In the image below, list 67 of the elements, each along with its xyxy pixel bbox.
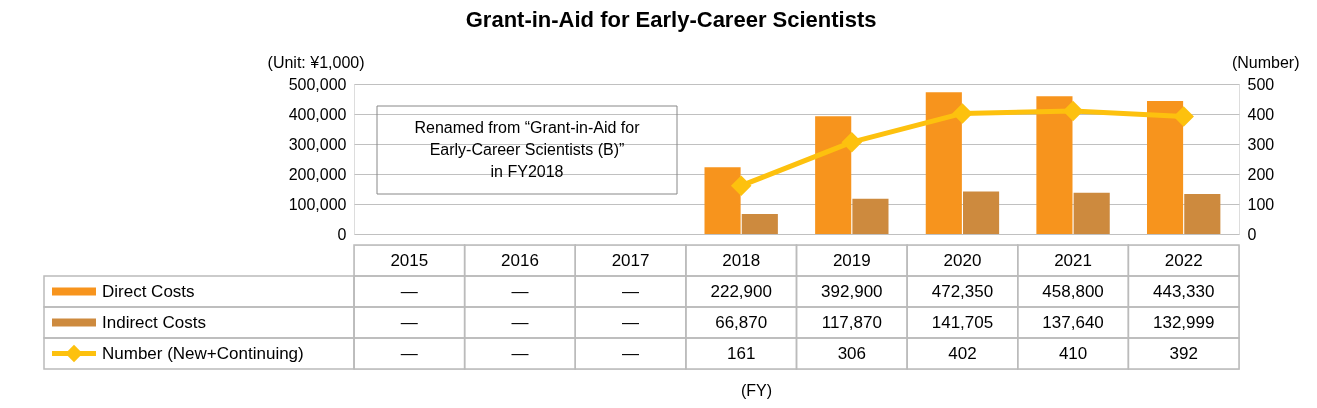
- bar: [963, 191, 1000, 234]
- bar: [1184, 194, 1221, 234]
- text: —: [400, 343, 418, 363]
- bar: [704, 167, 741, 234]
- y-axis-title: (Unit: ¥1,000): [267, 53, 365, 71]
- y2-tick-label: 200: [1247, 165, 1275, 183]
- point: [1173, 106, 1194, 127]
- x-tick-label: 2018: [722, 250, 761, 270]
- text: —: [622, 343, 640, 363]
- data-label: 132,999: [1152, 312, 1215, 332]
- bar: [1036, 96, 1073, 234]
- text: —: [511, 343, 529, 363]
- legend-label: Indirect Costs: [102, 312, 206, 332]
- y2-axis-title: (Number): [1231, 53, 1300, 71]
- text: —: [622, 281, 640, 301]
- y2-tick-label: 0: [1247, 225, 1257, 243]
- data-label: 443,330: [1152, 281, 1215, 301]
- x-tick-label: 2016: [501, 250, 539, 270]
- data-label: 472,350: [931, 281, 994, 301]
- point: [730, 175, 752, 196]
- data-label: 392,900: [821, 281, 883, 301]
- data-label: 458,800: [1042, 281, 1104, 301]
- y-tick-label: 200,000: [288, 165, 347, 183]
- y-tick-label: 500,000: [288, 75, 347, 93]
- data-label: 117,870: [821, 312, 882, 332]
- y-tick-label: 400,000: [288, 105, 347, 123]
- x-tick-label: 2021: [1054, 250, 1092, 270]
- text: —: [622, 312, 640, 332]
- data-label: 161: [727, 343, 756, 363]
- x-tick-label: 2022: [1164, 250, 1203, 270]
- point: [1062, 100, 1084, 122]
- x-tick-label: 2020: [943, 250, 982, 270]
- x-tick-label: 2019: [832, 250, 871, 270]
- y2-tick-label: 400: [1247, 105, 1275, 123]
- data-label: 66,870: [715, 312, 768, 332]
- point: [952, 103, 973, 124]
- bar: [1147, 101, 1184, 234]
- legend-label: Direct Costs: [102, 281, 195, 301]
- x-tick-label: 2017: [611, 250, 650, 270]
- chart-title: Grant-in-Aid for Early-Career Scientists: [465, 6, 877, 32]
- y2-tick-label: 300: [1247, 135, 1275, 153]
- text: (FY): [740, 382, 773, 399]
- text: —: [400, 312, 418, 332]
- bar: [925, 92, 962, 234]
- bar: [741, 213, 778, 234]
- bar: [1073, 192, 1110, 234]
- text: —: [400, 281, 418, 301]
- data-label: 222,900: [710, 281, 772, 301]
- bar: [852, 198, 889, 234]
- data-label: 141,705: [931, 312, 994, 332]
- legend-label: Number (New+Continuing): [102, 343, 304, 363]
- data-label: 137,640: [1042, 312, 1104, 332]
- data-label: 410: [1058, 343, 1088, 363]
- y-tick-label: 0: [337, 225, 347, 243]
- text: —: [511, 281, 529, 301]
- text: —: [511, 312, 529, 332]
- y2-tick-label: 500: [1247, 75, 1275, 93]
- point: [841, 131, 863, 153]
- data-label: 392: [1169, 343, 1198, 363]
- x-tick-label: 2015: [390, 250, 429, 270]
- data-label: 306: [837, 343, 866, 363]
- bar: [815, 116, 852, 234]
- annotation: Renamed from “Grant-in-Aid for Early-Career Scientists (B)” in FY2018: [414, 119, 641, 180]
- y-tick-label: 100,000: [288, 195, 347, 213]
- y2-tick-label: 100: [1247, 195, 1275, 213]
- y-tick-label: 300,000: [288, 135, 347, 153]
- data-label: 402: [948, 343, 977, 363]
